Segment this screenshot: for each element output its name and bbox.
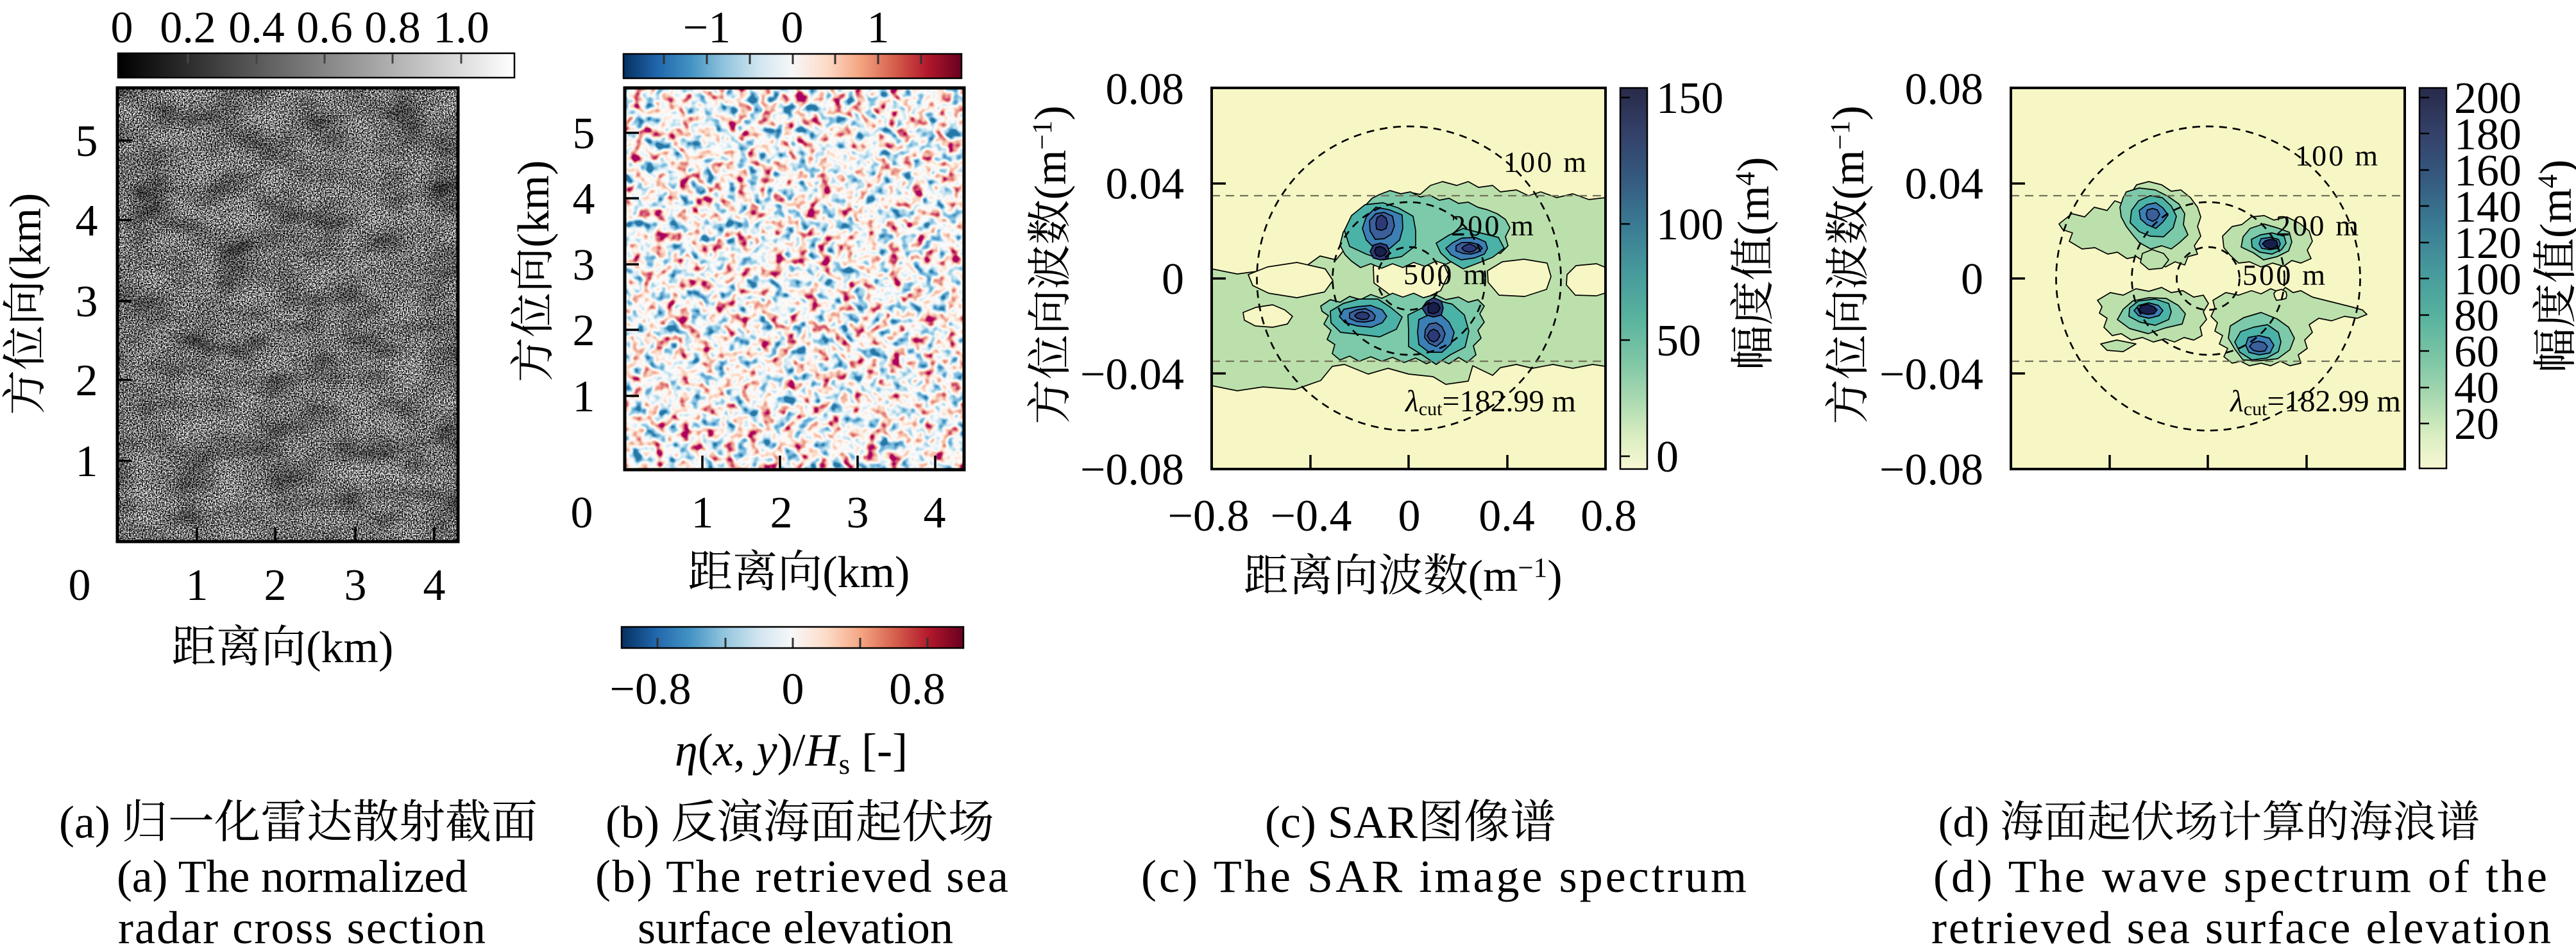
- svg-text:0.8: 0.8: [1580, 492, 1637, 541]
- svg-text:(c) SAR: (c) SAR: [1265, 797, 1418, 848]
- svg-text:80: 80: [2454, 291, 2499, 341]
- svg-text:−0.8: −0.8: [610, 665, 691, 714]
- svg-text:3: 3: [573, 241, 595, 290]
- svg-text:0: 0: [1398, 492, 1421, 541]
- svg-text:160: 160: [2454, 146, 2521, 196]
- svg-text:0.4: 0.4: [1479, 492, 1535, 541]
- svg-text:2: 2: [770, 488, 793, 538]
- svg-text:0: 0: [781, 3, 804, 53]
- svg-text:120: 120: [2454, 219, 2521, 268]
- svg-text:180: 180: [2454, 110, 2521, 160]
- svg-text:−0.08: −0.08: [1080, 445, 1184, 495]
- svg-text:(m4): (m4): [2532, 160, 2576, 239]
- svg-text:1: 1: [867, 3, 890, 53]
- svg-text:500 m: 500 m: [1403, 258, 1486, 291]
- svg-text:0: 0: [1162, 255, 1184, 304]
- svg-text:−0.04: −0.04: [1080, 350, 1184, 400]
- svg-text:1.0: 1.0: [433, 3, 489, 53]
- svg-text:(d) The wave spectrum of the: (d) The wave spectrum of the: [1933, 851, 2547, 902]
- svg-text:100: 100: [2454, 255, 2521, 304]
- svg-text:3: 3: [847, 488, 869, 538]
- svg-text:(c) The SAR image spectrum: (c) The SAR image spectrum: [1141, 851, 1747, 902]
- svg-text:(m−1): (m−1): [1468, 552, 1563, 601]
- svg-text:100: 100: [1656, 200, 1724, 250]
- svg-text:5: 5: [76, 117, 98, 166]
- svg-text:100 m: 100 m: [1504, 146, 1586, 178]
- svg-text:2: 2: [573, 306, 595, 355]
- svg-text:4: 4: [924, 488, 946, 538]
- svg-text:(b) The retrieved sea: (b) The retrieved sea: [595, 851, 1008, 902]
- svg-text:500 m: 500 m: [2242, 259, 2325, 291]
- svg-text:(d): (d): [1938, 798, 1989, 846]
- svg-text:surface elevation: surface elevation: [638, 902, 953, 949]
- svg-text:−0.04: −0.04: [1879, 350, 1983, 400]
- svg-text:0: 0: [571, 488, 593, 538]
- svg-text:−0.08: −0.08: [1879, 445, 1983, 495]
- svg-text:0.08: 0.08: [1905, 65, 1984, 114]
- svg-text:0: 0: [782, 665, 804, 714]
- svg-text:40: 40: [2454, 364, 2499, 413]
- svg-text:(km): (km): [306, 623, 393, 672]
- svg-text:0.6: 0.6: [296, 3, 353, 53]
- svg-text:(b): (b): [606, 797, 659, 848]
- svg-text:0.04: 0.04: [1905, 160, 1984, 209]
- svg-text:λcut=182.99 m: λcut=182.99 m: [1404, 384, 1576, 420]
- svg-text:(a) The normalized: (a) The normalized: [117, 851, 468, 902]
- svg-text:0.4: 0.4: [228, 3, 285, 53]
- svg-text:(m4): (m4): [1729, 157, 1779, 236]
- svg-text:140: 140: [2454, 183, 2521, 232]
- svg-text:60: 60: [2454, 327, 2499, 377]
- svg-text:0.04: 0.04: [1106, 160, 1185, 209]
- svg-text:λcut=182.99 m: λcut=182.99 m: [2229, 384, 2401, 420]
- svg-text:4: 4: [573, 175, 595, 224]
- svg-text:0: 0: [69, 561, 91, 610]
- svg-text:150: 150: [1656, 74, 1724, 123]
- svg-text:3: 3: [76, 277, 98, 327]
- svg-text:4: 4: [76, 196, 98, 246]
- svg-text:1: 1: [691, 488, 714, 538]
- svg-text:0.8: 0.8: [889, 665, 945, 714]
- svg-text:(a): (a): [59, 797, 110, 848]
- svg-text:0: 0: [1961, 255, 1983, 304]
- svg-text:(km): (km): [509, 160, 559, 248]
- svg-text:0.8: 0.8: [364, 3, 421, 53]
- svg-text:(km): (km): [1, 193, 51, 280]
- svg-text:200: 200: [2454, 74, 2521, 123]
- svg-text:2: 2: [264, 561, 287, 610]
- svg-text:5: 5: [573, 109, 595, 158]
- svg-text:−0.4: −0.4: [1271, 492, 1352, 541]
- svg-text:200 m: 200 m: [2276, 209, 2359, 242]
- svg-text:1: 1: [76, 437, 98, 486]
- svg-text:(m−1): (m−1): [1824, 105, 1874, 200]
- svg-text:η(x, y)/Hs [-]: η(x, y)/Hs [-]: [675, 724, 908, 780]
- svg-text:(m−1): (m−1): [1026, 105, 1076, 200]
- svg-text:1: 1: [186, 561, 208, 610]
- svg-text:0.2: 0.2: [160, 3, 216, 53]
- svg-text:100 m: 100 m: [2295, 139, 2378, 172]
- svg-text:50: 50: [1656, 316, 1701, 366]
- svg-text:−0.8: −0.8: [1168, 492, 1250, 541]
- svg-text:200 m: 200 m: [1451, 209, 1534, 242]
- svg-text:radar cross section: radar cross section: [118, 902, 486, 949]
- svg-text:4: 4: [423, 561, 446, 610]
- svg-text:(km): (km): [822, 548, 910, 597]
- svg-text:3: 3: [344, 561, 367, 610]
- svg-text:2: 2: [76, 356, 98, 406]
- svg-text:retrieved sea surface elevatio: retrieved sea surface elevation: [1931, 902, 2551, 949]
- svg-text:0.08: 0.08: [1106, 65, 1185, 114]
- svg-text:20: 20: [2454, 400, 2499, 449]
- svg-text:0: 0: [111, 3, 133, 53]
- svg-text:−1: −1: [683, 3, 731, 53]
- svg-text:0: 0: [1656, 432, 1679, 482]
- svg-text:1: 1: [573, 372, 595, 422]
